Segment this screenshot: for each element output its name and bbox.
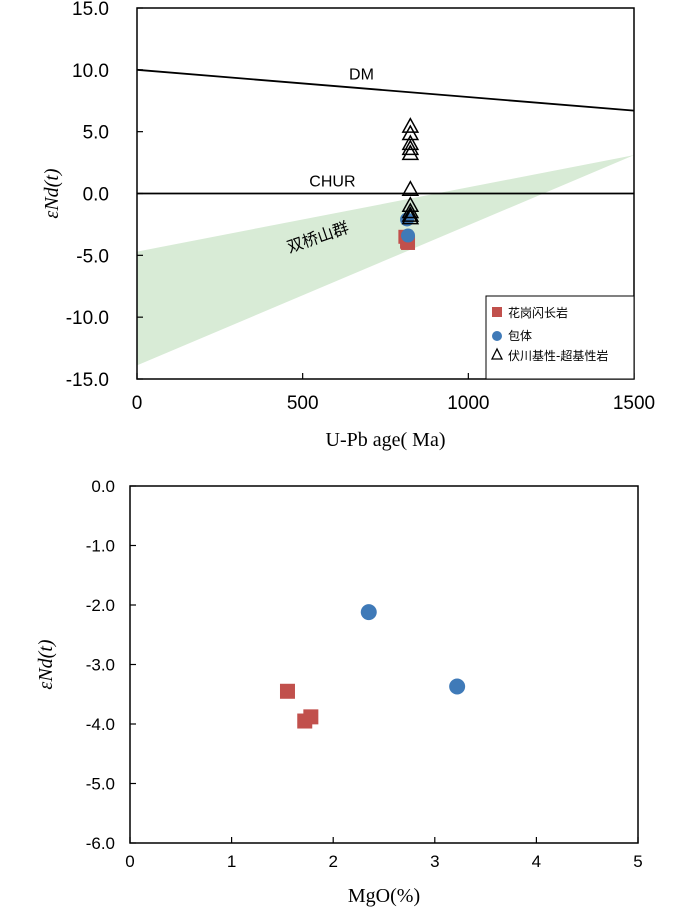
- x-tick-label: 5: [633, 852, 642, 871]
- legend-marker-circle: [492, 331, 502, 341]
- legend-label-mafic: 伏川基性-超基性岩: [508, 348, 608, 363]
- y-tick-label: -4.0: [86, 715, 115, 734]
- y-tick-label: -15.0: [66, 370, 109, 391]
- dm-line: [136, 68, 635, 112]
- data-point-triangle: [401, 208, 420, 225]
- y-tick-label: 0.0: [91, 477, 115, 496]
- x-tick-label: 2: [328, 852, 337, 871]
- y-tick-label: -3.0: [86, 656, 115, 675]
- chur-line-label: CHUR: [309, 174, 355, 191]
- field-polygon: [137, 155, 634, 366]
- x-tick-label: 0: [125, 852, 134, 871]
- chart-age-vs-end: 0 500 1000 1500 15.0 10.0 5.0 0.0 -5.0 -10.0 -15.0…: [41, 0, 655, 451]
- data-point-triangle: [401, 144, 420, 161]
- data-points: [398, 117, 420, 250]
- reference-lines: [136, 68, 635, 195]
- y-axis-label: εNd(t): [35, 639, 57, 689]
- legend: 花岗闪长岩 包体 伏川基性-超基性岩: [485, 295, 635, 380]
- y-tick-label: -5.0: [76, 246, 109, 267]
- y-tick-label: -5.0: [86, 775, 115, 794]
- x-tick-label: 0: [132, 393, 143, 414]
- dm-line-label: DM: [349, 67, 374, 84]
- data-point-triangle: [401, 134, 420, 151]
- legend-marker-triangle: [490, 347, 504, 360]
- x-tick-label: 1: [227, 852, 236, 871]
- legend-marker-square: [492, 307, 502, 317]
- data-points: [279, 604, 466, 729]
- data-point-triangle: [401, 206, 420, 222]
- y-tick-label: -6.0: [86, 834, 115, 853]
- x-axis-label: U-Pb age( Ma): [326, 429, 446, 451]
- data-point-triangle: [401, 202, 420, 219]
- x-tick-label: 3: [430, 852, 439, 871]
- legend-label-granodiorite: 花岗闪长岩: [508, 305, 568, 320]
- y-tick-label: 15.0: [72, 0, 109, 20]
- x-tick-label: 1000: [447, 393, 489, 414]
- data-point-circle: [360, 604, 377, 621]
- data-point-triangle: [401, 180, 420, 196]
- legend-box: [485, 295, 635, 380]
- y-tick-label: 10.0: [72, 61, 109, 82]
- x-tick-label: 1500: [613, 393, 655, 414]
- data-point-triangle: [401, 117, 420, 133]
- plot-frame: [129, 485, 639, 844]
- y-tick-label: -1.0: [86, 537, 115, 556]
- data-point-circle: [449, 678, 466, 695]
- field-group: [137, 155, 634, 366]
- legend-label-enclave: 包体: [508, 329, 532, 343]
- y-tick-label: -2.0: [86, 596, 115, 615]
- y-tick-label: -10.0: [66, 308, 109, 329]
- axis-ticks: 0 1 2 3 4 5 0.0 -1.0 -2.0 -3.0 -4.0 -5.0 -6.0: [86, 477, 643, 871]
- data-point-square: [279, 683, 295, 699]
- data-point-circle: [401, 228, 416, 243]
- y-tick-label: 0.0: [83, 185, 109, 206]
- chart-mgo-vs-end: 0 1 2 3 4 5 0.0 -1.0 -2.0 -3.0 -4.0 -5.0 -6.0 MgO(%)…: [35, 477, 643, 907]
- data-point-triangle: [401, 139, 420, 156]
- x-tick-label: 4: [532, 852, 541, 871]
- axis-ticks: 0 500 1000 1500 15.0 10.0 5.0 0.0 -5.0 -10.0 -15.0: [66, 0, 655, 414]
- x-tick-label: 500: [287, 393, 319, 414]
- y-tick-label: 5.0: [83, 123, 109, 144]
- y-axis-label: εNd(t): [41, 168, 63, 218]
- x-axis-label: MgO(%): [348, 885, 420, 907]
- data-point-square: [303, 709, 319, 725]
